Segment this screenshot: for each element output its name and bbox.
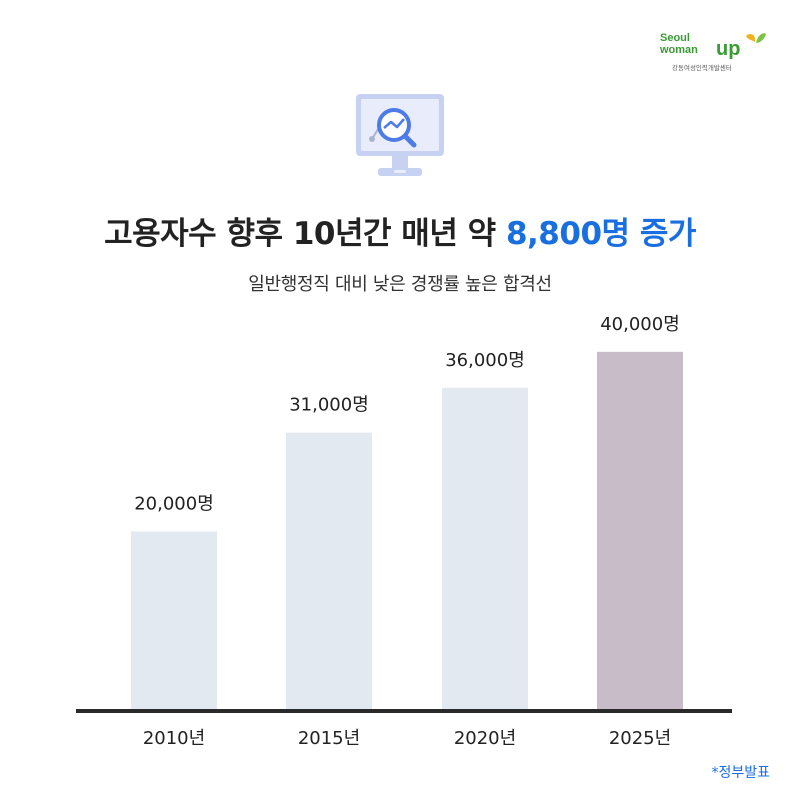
bar-2020년 [442, 387, 528, 711]
data-label: 31,000명 [289, 395, 369, 416]
bar-2010년 [131, 531, 217, 711]
headline-highlight: 8,800명 증가 [505, 216, 696, 252]
logo-subtitle: 강동여성인력개발센터 [672, 64, 732, 72]
data-label: 36,000명 [445, 350, 525, 371]
logo-line1: Seoul [660, 32, 690, 44]
logo-leaf-green-icon [756, 33, 766, 43]
seoul-woman-up-logo: Seoul woman up 강동여성인력개발센터 [660, 28, 770, 76]
logo-leaf-yellow-icon [746, 34, 756, 42]
x-tick-label: 2015년 [298, 728, 360, 749]
headline: 고용자수 향후 10년간 매년 약 8,800명 증가 [0, 208, 800, 253]
bar-2025년 [597, 351, 683, 711]
x-axis-baseline [76, 709, 732, 713]
logo-brand: up [716, 38, 740, 60]
bar-2015년 [286, 432, 372, 711]
source-note: *정부발표 [711, 765, 770, 781]
logo-mark: Seoul woman up [660, 32, 766, 60]
magnifier-handle [402, 133, 417, 148]
headline-main: 고용자수 향후 10년간 매년 약 [104, 216, 506, 252]
x-tick-label: 2025년 [609, 728, 671, 749]
data-label: 40,000명 [600, 314, 680, 335]
monitor-neck [392, 156, 408, 168]
data-label: 20,000명 [134, 493, 214, 514]
x-tick-label: 2010년 [143, 728, 205, 749]
subtitle: 일반행정직 대비 낮은 경쟁률 높은 합격선 [248, 274, 552, 295]
logo-line2: woman [660, 44, 698, 56]
x-tick-label: 2020년 [454, 728, 516, 749]
monitor-search-icon [356, 94, 444, 176]
